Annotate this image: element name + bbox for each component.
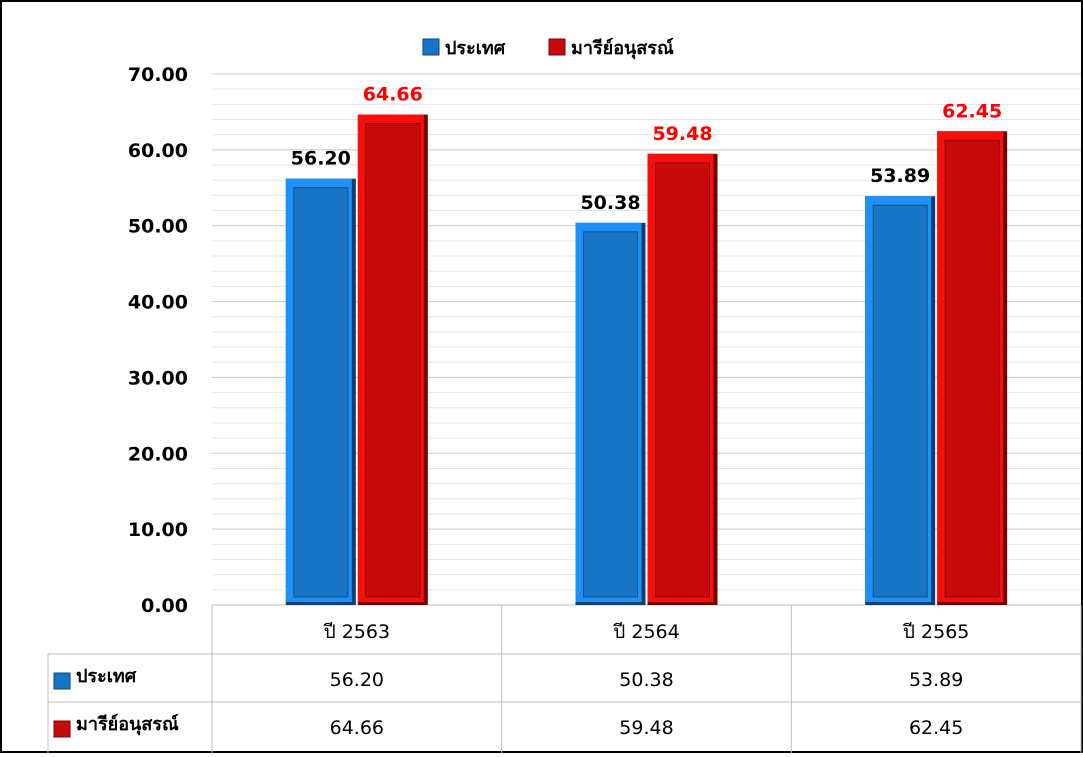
legend-item: มารีย์อนุสรณ์ [548,37,674,60]
bar [647,153,718,606]
bar [865,196,936,605]
y-tick-label: 70.00 [128,64,188,86]
table-cell: 56.20 [330,669,384,691]
bar-face [944,139,1000,598]
bar-face [293,187,349,598]
y-axis-ticks: 0.00 10.00 20.00 30.00 40.00 50.00 60.00 70.00 [128,64,188,617]
data-label: 50.38 [580,192,640,214]
bar [575,222,646,605]
data-labels: 56.20 64.66 50.38 59.48 53.89 62.45 [291,84,1002,214]
legend-swatch [422,38,440,56]
bar-face [365,123,421,598]
table-row-label: มารีย์อนุสรณ์ [76,713,179,736]
table-cell: 64.66 [330,717,384,739]
x-category-label: ปี 2563 [323,621,390,643]
y-tick-label: 30.00 [128,367,188,389]
data-label: 53.89 [870,165,930,187]
bar-face [872,204,928,598]
legend-label: มารีย์อนุสรณ์ [571,37,674,60]
x-category-label: ปี 2564 [612,621,679,643]
table-row: ประเทศ 56.20 50.38 53.89 [53,666,963,691]
data-label: 62.45 [942,100,1002,122]
y-tick-label: 40.00 [128,292,188,314]
data-label: 56.20 [291,148,351,170]
bars [285,114,1008,606]
y-tick-label: 10.00 [128,519,188,541]
table-cell: 53.89 [909,669,963,691]
y-tick-label: 0.00 [141,595,188,617]
bar [937,131,1008,605]
legend: ประเทศ มารีย์อนุสรณ์ [422,37,674,60]
data-table: ปี 2563 ปี 2564 ปี 2565 ประเทศ 56.20 50.38 53.… [47,605,1082,753]
bar-face [583,231,638,598]
legend-swatch [548,38,566,56]
table-cell: 62.45 [909,717,963,739]
legend-item: ประเทศ [422,38,506,59]
x-category-label: ปี 2565 [902,621,969,643]
y-tick-label: 60.00 [128,140,188,162]
table-row: มารีย์อนุสรณ์ 64.66 59.48 62.45 [53,713,963,739]
table-legend-key [53,672,71,690]
table-legend-key [53,720,71,738]
data-label: 59.48 [652,123,712,145]
gridlines [212,73,1081,606]
bar [357,114,428,605]
table-cell: 50.38 [619,669,673,691]
data-label: 64.66 [363,84,423,106]
bar-face [655,162,710,598]
table-row-label: ประเทศ [76,666,137,687]
y-tick-label: 20.00 [128,443,188,465]
y-tick-label: 50.00 [128,216,188,238]
bar [285,178,356,605]
legend-label: ประเทศ [445,38,506,59]
table-cell: 59.48 [619,717,673,739]
